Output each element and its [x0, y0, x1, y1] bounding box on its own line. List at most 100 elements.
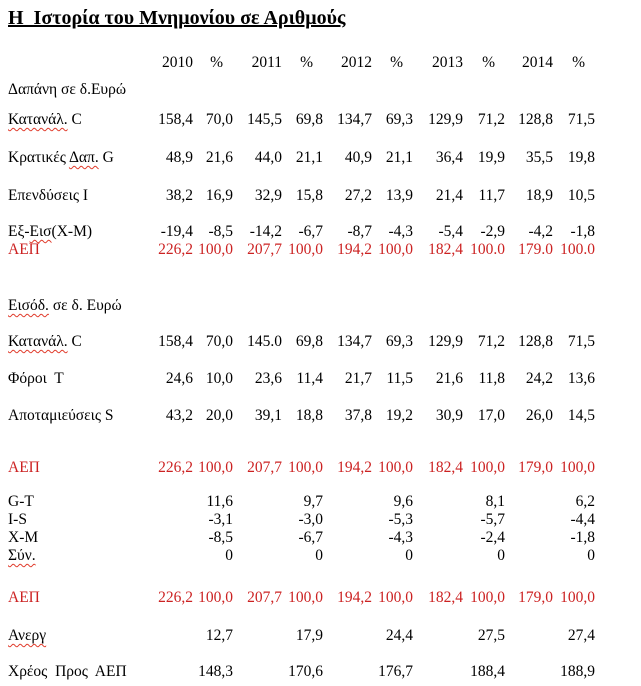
- value-cell: 182,4: [428, 241, 463, 258]
- label-text: ΑΕΠ: [8, 589, 40, 606]
- value-cell: 10,5: [567, 187, 595, 204]
- value-cell: 10,0: [205, 370, 233, 387]
- value-cell: 128,8: [518, 333, 553, 350]
- value-cell: [148, 493, 193, 511]
- row-label: I-S: [8, 511, 148, 529]
- value-cell: [323, 493, 372, 511]
- value-cell: [463, 81, 505, 99]
- row-label: Επενδύσεις Ι: [8, 187, 148, 205]
- value-cell: [323, 81, 372, 99]
- value-cell: 24,6: [165, 370, 193, 387]
- row-investment-i: Επενδύσεις Ι 38,2 16,9 32,9 15,8 27,2 13,9 21,4…: [8, 187, 595, 205]
- value-cell: [413, 81, 463, 99]
- row-gdp-balances: ΑΕΠ 226,2 100,0 207,7 100,0 194,2 100,0 182,4 10…: [8, 589, 595, 607]
- label-text: Εξ-: [8, 223, 30, 240]
- row-consumption-c: Κατανάλ. C 158,4 70,0 145,5 69,8 134,7 69,3 129…: [8, 111, 595, 129]
- column-header: %: [300, 54, 313, 71]
- label-text: C: [67, 333, 82, 350]
- row-label: Αποταμιεύσεις S: [8, 407, 148, 425]
- value-cell: 11,6: [206, 493, 233, 510]
- row-label: ΑΕΠ: [8, 459, 148, 477]
- value-cell: [413, 627, 463, 645]
- value-cell: [233, 627, 282, 645]
- value-cell: 69,3: [385, 111, 413, 128]
- value-cell: 0: [225, 547, 233, 564]
- value-cell: [505, 493, 553, 511]
- value-cell: 11,8: [478, 370, 505, 387]
- value-cell: [323, 627, 372, 645]
- value-cell: 0: [587, 547, 595, 564]
- value-cell: 194,2: [337, 459, 372, 476]
- memorandum-table: 2010% 2011% 2012% 2013% 2014% Δαπάνη σε δ.Ευρ…: [8, 54, 595, 681]
- column-header: 2014: [522, 54, 553, 71]
- value-cell: 188,9: [560, 663, 595, 680]
- value-cell: [233, 297, 282, 315]
- value-cell: 13,9: [385, 187, 413, 204]
- value-cell: 207,7: [247, 241, 282, 258]
- value-cell: 32,9: [254, 187, 282, 204]
- label-text: G-T: [8, 493, 34, 510]
- value-cell: 100,0: [288, 589, 323, 606]
- value-cell: -14,2: [249, 223, 282, 240]
- value-cell: 35,5: [525, 149, 553, 166]
- value-cell: [323, 511, 372, 529]
- value-cell: [148, 663, 193, 681]
- value-cell: [505, 511, 553, 529]
- value-cell: [193, 297, 233, 315]
- section-label: Δαπάνη σε δ.Ευρώ: [8, 81, 148, 99]
- value-cell: [323, 547, 372, 565]
- value-cell: 0: [315, 547, 323, 564]
- value-cell: -8,7: [347, 223, 372, 240]
- value-cell: 100,0: [378, 589, 413, 606]
- label-text: G: [98, 149, 114, 166]
- value-cell: [372, 81, 413, 99]
- value-cell: 194,2: [337, 241, 372, 258]
- value-cell: [323, 663, 372, 681]
- value-cell: 148,3: [198, 663, 233, 680]
- value-cell: [233, 511, 282, 529]
- value-cell: 0: [405, 547, 413, 564]
- value-cell: 44,0: [254, 149, 282, 166]
- row-i-minus-s: I-S -3,1 -3,0 -5,3 -5,7 -4,4: [8, 511, 595, 529]
- row-label: Φόροι Τ: [8, 370, 148, 388]
- value-cell: -6,7: [298, 529, 323, 546]
- value-cell: -1,8: [570, 529, 595, 546]
- value-cell: 100,0: [470, 589, 505, 606]
- value-cell: 100.0: [560, 241, 595, 258]
- column-header: 2010: [162, 54, 193, 71]
- value-cell: 69,8: [295, 111, 323, 128]
- value-cell: 176,7: [378, 663, 413, 680]
- label-text: Κρατικές: [8, 149, 69, 166]
- value-cell: -3,0: [298, 511, 323, 528]
- value-cell: 17,9: [295, 627, 323, 644]
- value-cell: [148, 547, 193, 565]
- value-cell: [505, 81, 553, 99]
- value-cell: 6,2: [575, 493, 595, 510]
- value-cell: 71,2: [477, 333, 505, 350]
- row-label: Ανεργ: [8, 627, 148, 645]
- value-cell: [553, 81, 595, 99]
- value-cell: 158,4: [158, 333, 193, 350]
- value-cell: 134,7: [337, 111, 372, 128]
- row-taxes-t: Φόροι Τ 24,6 10,0 23,6 11,4 21,7 11,5 21,6 11,8 2…: [8, 370, 595, 388]
- value-cell: 13,6: [567, 370, 595, 387]
- value-cell: 100,0: [470, 459, 505, 476]
- value-cell: 37,8: [344, 407, 372, 424]
- value-cell: 188,4: [470, 663, 505, 680]
- value-cell: 11,7: [478, 187, 505, 204]
- value-cell: 8,1: [485, 493, 505, 510]
- misspelled-text: Κατανάλ.: [8, 111, 68, 128]
- row-label: G-T: [8, 493, 148, 511]
- value-cell: [233, 663, 282, 681]
- value-cell: 128,8: [518, 111, 553, 128]
- column-header: %: [572, 54, 585, 71]
- value-cell: 71,5: [567, 333, 595, 350]
- section-label: Εισόδ. σε δ. Ευρώ: [8, 297, 148, 315]
- value-cell: 18,8: [295, 407, 323, 424]
- column-header: %: [390, 54, 403, 71]
- value-cell: -19,4: [160, 223, 193, 240]
- value-cell: 70,0: [205, 333, 233, 350]
- value-cell: 11,4: [296, 370, 323, 387]
- value-cell: 30,9: [435, 407, 463, 424]
- value-cell: 100,0: [288, 241, 323, 258]
